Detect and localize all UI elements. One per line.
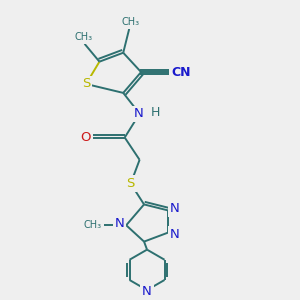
Text: N: N: [169, 228, 179, 241]
Text: CH₃: CH₃: [74, 32, 92, 42]
Text: S: S: [127, 177, 135, 190]
Text: H: H: [150, 106, 160, 119]
Text: S: S: [82, 77, 90, 91]
Text: CN: CN: [171, 66, 190, 79]
Text: N: N: [115, 217, 124, 230]
Text: O: O: [80, 131, 90, 144]
Text: CH₃: CH₃: [122, 17, 140, 27]
Text: CH₃: CH₃: [84, 220, 102, 230]
Text: N: N: [134, 107, 144, 120]
Text: N: N: [169, 202, 179, 215]
Text: N: N: [142, 285, 152, 298]
